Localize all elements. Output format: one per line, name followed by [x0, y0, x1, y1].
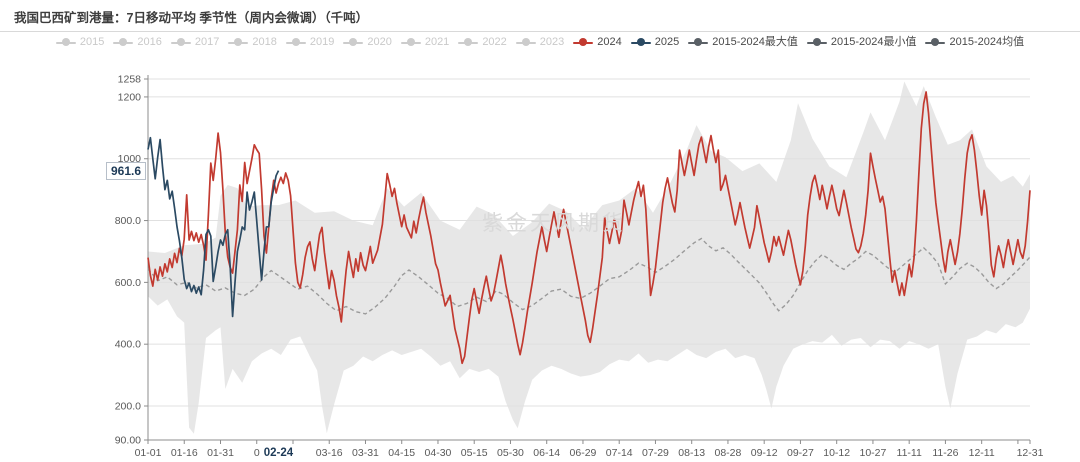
x-tick-label: 07-29 [642, 447, 669, 459]
x-tick-label: 03-31 [352, 447, 379, 459]
legend-label: 2025 [654, 36, 680, 48]
x-tick-label: 01-31 [207, 447, 234, 459]
x-tick-label: 04-15 [388, 447, 415, 459]
legend-marker-icon [228, 38, 249, 47]
x-tick-label: 05-30 [497, 447, 524, 459]
legend-label: 2016 [137, 36, 162, 48]
legend-marker-icon [515, 38, 536, 47]
x-tick-label: 01-16 [171, 447, 198, 459]
legend-item-2015-2024最小值[interactable]: 2015-2024最小值 [806, 35, 917, 49]
legend-marker-icon [806, 38, 827, 47]
legend-item-2024[interactable]: 2024 [573, 35, 622, 49]
y-tick-label: 600.0 [115, 277, 141, 289]
legend-marker-icon [573, 38, 594, 47]
legend-item-2021[interactable]: 2021 [400, 35, 450, 49]
y-tick-label: 800.0 [115, 215, 141, 227]
x-tick-label: 11-11 [897, 447, 922, 459]
legend-item-2015-2024均值[interactable]: 2015-2024均值 [925, 35, 1024, 49]
x-tick-label: 05-15 [461, 447, 488, 459]
legend-item-2015[interactable]: 2015 [55, 35, 105, 49]
y-tick-label: 1200 [118, 91, 142, 103]
legend-label: 2018 [252, 36, 277, 48]
legend-label: 2023 [539, 36, 565, 48]
legend-item-2017[interactable]: 2017 [170, 35, 220, 49]
x-tick-label: 06-29 [570, 447, 597, 459]
y-tick-label: 1258 [118, 74, 142, 86]
y-tick-label: 400.0 [115, 339, 141, 351]
legend-item-2023[interactable]: 2023 [515, 35, 565, 49]
legend-marker-icon [285, 38, 306, 47]
legend-label: 2015 [79, 36, 105, 48]
title-divider [0, 31, 1080, 32]
legend-label: 2015-2024最小值 [830, 36, 917, 48]
x-tick-label: 03-16 [316, 447, 343, 459]
legend-item-2015-2024最大值[interactable]: 2015-2024最大值 [688, 35, 798, 49]
chart-title: 我国巴西矿到港量：7日移动平均 季节性（周内会微调）（千吨） [14, 11, 369, 25]
legend-label: 2019 [309, 36, 335, 48]
legend-item-2016[interactable]: 2016 [113, 35, 162, 49]
x-tick-label: 08-28 [715, 447, 742, 459]
x-tick-label: 06-14 [533, 447, 560, 459]
x-tick-label: 09-12 [751, 447, 778, 459]
legend-label: 2015-2024最大值 [712, 36, 798, 48]
legend-marker-icon [458, 38, 479, 47]
legend-marker-icon [925, 38, 946, 47]
legend-label: 2021 [424, 36, 450, 48]
legend-label: 2015-2024均值 [949, 36, 1025, 48]
legend-item-2020[interactable]: 2020 [343, 35, 392, 49]
x-tick-label-current-date: 02-24 [264, 447, 294, 459]
x-tick-label: 10-27 [860, 447, 887, 459]
legend-marker-icon [55, 38, 76, 47]
legend-item-2019[interactable]: 2019 [285, 35, 335, 49]
legend-item-2022[interactable]: 2022 [458, 35, 507, 49]
legend-marker-icon [170, 38, 191, 47]
legend-label: 2020 [367, 36, 392, 48]
x-tick-label: 0 [254, 447, 260, 459]
y-tick-label: 90.00 [115, 435, 141, 447]
legend-marker-icon [400, 38, 421, 47]
x-tick-label: 07-14 [606, 447, 633, 459]
series-mean-2015-2024 [147, 237, 1031, 315]
legend-label: 2017 [194, 36, 220, 48]
x-tick-label: 01-01 [135, 447, 162, 459]
current-value-label: 961.6 [106, 161, 147, 180]
x-tick-label: 10-12 [823, 447, 850, 459]
x-tick-label: 08-13 [678, 447, 705, 459]
legend-marker-icon [630, 38, 651, 47]
chart-legend: 2015 2016 2017 2018 2019 2020 2021 2022 2023 2024… [0, 35, 1080, 49]
legend-label: 2022 [482, 36, 507, 48]
legend-marker-icon [343, 38, 364, 47]
x-tick-label: 11-26 [932, 447, 958, 459]
legend-item-2018[interactable]: 2018 [228, 35, 277, 49]
series-2024 [147, 91, 1031, 365]
legend-label: 2024 [597, 36, 622, 48]
band-min-max [148, 81, 1030, 434]
legend-marker-icon [688, 38, 709, 47]
y-tick-label: 200.0 [115, 401, 141, 413]
legend-marker-icon [113, 38, 134, 47]
x-tick-label: 12-11 [969, 447, 995, 459]
x-tick-label: 09-27 [787, 447, 814, 459]
x-tick-label: 12-31 [1017, 447, 1044, 459]
legend-item-2025[interactable]: 2025 [630, 35, 680, 49]
series-2025 [147, 136, 280, 318]
x-tick-label: 04-30 [425, 447, 452, 459]
